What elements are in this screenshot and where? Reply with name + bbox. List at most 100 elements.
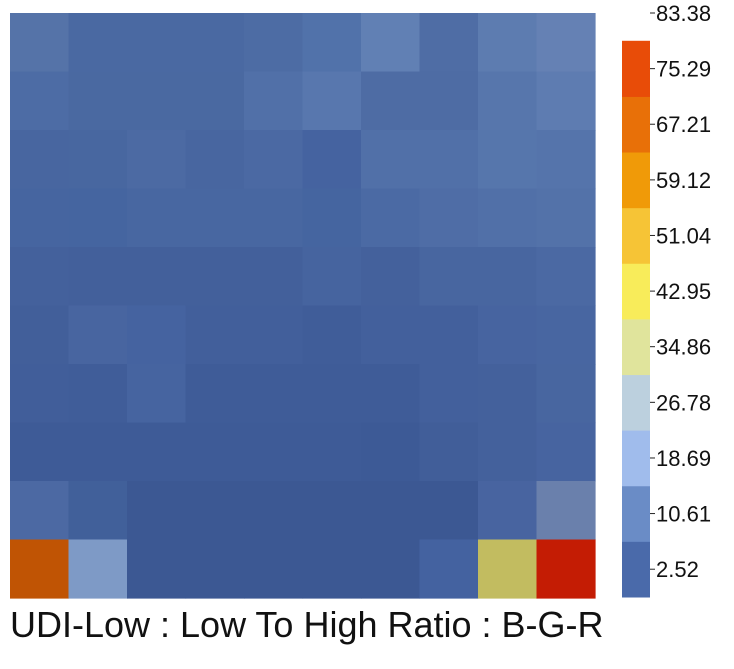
heatmap-cell-r5-c2 bbox=[68, 247, 128, 307]
colorbar-tick-label: 26.78 bbox=[656, 390, 711, 415]
colorbar-tick-label: 83.38 bbox=[656, 1, 711, 26]
heatmap-cell-r5-c5 bbox=[244, 247, 304, 307]
heatmap-cell-r10-c6 bbox=[302, 539, 362, 599]
colorbar-segment-3 bbox=[622, 430, 650, 487]
heatmap-cell-r2-c8 bbox=[419, 71, 479, 131]
heatmap-cell-r10-c10 bbox=[536, 539, 596, 599]
heatmap-cell-r9-c3 bbox=[127, 481, 187, 541]
colorbar-segment-6 bbox=[622, 263, 650, 320]
heatmap-cell-r4-c7 bbox=[361, 188, 421, 248]
heatmap-cell-r1-c7 bbox=[361, 13, 421, 73]
colorbar-segment-4 bbox=[622, 374, 650, 431]
colorbar-tick-label: 18.69 bbox=[656, 446, 711, 471]
heatmap-cell-r4-c3 bbox=[127, 188, 187, 248]
heatmap-cell-r1-c6 bbox=[302, 13, 362, 73]
heatmap-cell-r8-c6 bbox=[302, 422, 362, 482]
heatmap-cell-r3-c9 bbox=[478, 130, 538, 190]
heatmap-cell-r8-c4 bbox=[185, 422, 245, 482]
heatmap-cell-r7-c9 bbox=[478, 364, 538, 424]
colorbar-tick-label: 51.04 bbox=[656, 223, 711, 248]
heatmap-cell-r9-c10 bbox=[536, 481, 596, 541]
heatmap-cell-r10-c4 bbox=[185, 539, 245, 599]
heatmap-cell-r4-c5 bbox=[244, 188, 304, 248]
heatmap-cell-r2-c9 bbox=[478, 71, 538, 131]
heatmap-cell-r1-c8 bbox=[419, 13, 479, 73]
heatmap-cell-r2-c4 bbox=[185, 71, 245, 131]
heatmap-cell-r5-c6 bbox=[302, 247, 362, 307]
heatmap-cell-r9-c8 bbox=[419, 481, 479, 541]
heatmap-cell-r6-c7 bbox=[361, 305, 421, 365]
heatmap-cell-r1-c1 bbox=[10, 13, 70, 73]
heatmap-cell-r6-c3 bbox=[127, 305, 187, 365]
heatmap-cell-r6-c10 bbox=[536, 305, 596, 365]
heatmap-cell-r7-c5 bbox=[244, 364, 304, 424]
heatmap-cell-r8-c9 bbox=[478, 422, 538, 482]
heatmap-cell-r3-c1 bbox=[10, 130, 70, 190]
heatmap-cell-r2-c1 bbox=[10, 71, 70, 131]
heatmap-cell-r1-c3 bbox=[127, 13, 187, 73]
heatmap-cell-r5-c4 bbox=[185, 247, 245, 307]
colorbar-tick-label: 59.12 bbox=[656, 168, 711, 193]
colorbar-segment-9 bbox=[622, 96, 650, 153]
heatmap-cell-r4-c6 bbox=[302, 188, 362, 248]
heatmap-cell-r7-c1 bbox=[10, 364, 70, 424]
heatmap-cell-r6-c4 bbox=[185, 305, 245, 365]
heatmap-cell-r10-c2 bbox=[68, 539, 128, 599]
heatmap-cell-r6-c1 bbox=[10, 305, 70, 365]
heatmap-cell-r7-c7 bbox=[361, 364, 421, 424]
heatmap-cell-r8-c7 bbox=[361, 422, 421, 482]
heatmap-cell-r1-c9 bbox=[478, 13, 538, 73]
heatmap-cell-r6-c2 bbox=[68, 305, 128, 365]
heatmap-cell-r8-c5 bbox=[244, 422, 304, 482]
heatmap-cell-r8-c3 bbox=[127, 422, 187, 482]
heatmap-cell-r1-c4 bbox=[185, 13, 245, 73]
heatmap-cell-r10-c3 bbox=[127, 539, 187, 599]
colorbar-tick-label: 67.21 bbox=[656, 112, 711, 137]
heatmap-cell-r6-c9 bbox=[478, 305, 538, 365]
heatmap-cell-r2-c10 bbox=[536, 71, 596, 131]
heatmap-cell-r10-c5 bbox=[244, 539, 304, 599]
heatmap-cell-r8-c2 bbox=[68, 422, 128, 482]
heatmap-cell-r1-c2 bbox=[68, 13, 128, 73]
heatmap-cell-r4-c2 bbox=[68, 188, 128, 248]
colorbar: 2.52 10.61 18.69 26.78 34.86 42.95 51.04 59.12 6… bbox=[622, 1, 711, 598]
heatmap-cell-r10-c8 bbox=[419, 539, 479, 599]
colorbar-tick-label: 10.61 bbox=[656, 502, 711, 527]
heatmap-cell-r10-c1 bbox=[10, 539, 70, 599]
heatmap-cell-r2-c2 bbox=[68, 71, 128, 131]
heatmap-cell-r4-c9 bbox=[478, 188, 538, 248]
heatmap-cell-r9-c1 bbox=[10, 481, 70, 541]
heatmap-cell-r7-c10 bbox=[536, 364, 596, 424]
heatmap-cell-r8-c1 bbox=[10, 422, 70, 482]
heatmap-cell-r4-c4 bbox=[185, 188, 245, 248]
heatmap-cell-r3-c8 bbox=[419, 130, 479, 190]
heatmap-cell-r3-c2 bbox=[68, 130, 128, 190]
heatmap-cell-r5-c3 bbox=[127, 247, 187, 307]
heatmap-cell-r6-c8 bbox=[419, 305, 479, 365]
heatmap-cell-r3-c3 bbox=[127, 130, 187, 190]
colorbar-segment-1 bbox=[622, 541, 650, 598]
heatmap-cell-r3-c6 bbox=[302, 130, 362, 190]
heatmap-cell-r5-c10 bbox=[536, 247, 596, 307]
heatmap-cell-r5-c7 bbox=[361, 247, 421, 307]
heatmap-cell-r4-c1 bbox=[10, 188, 70, 248]
heatmap-cell-r9-c5 bbox=[244, 481, 304, 541]
heatmap-cell-r3-c4 bbox=[185, 130, 245, 190]
colorbar-segment-5 bbox=[622, 318, 650, 376]
heatmap-cell-r5-c1 bbox=[10, 247, 70, 307]
colorbar-segment-7 bbox=[622, 207, 650, 264]
heatmap-cell-r9-c4 bbox=[185, 481, 245, 541]
heatmap-cell-r5-c9 bbox=[478, 247, 538, 307]
heatmap-cell-r10-c9 bbox=[478, 539, 538, 599]
colorbar-tick-label: 75.29 bbox=[656, 57, 711, 82]
heatmap-cell-r3-c10 bbox=[536, 130, 596, 190]
heatmap-cell-r7-c3 bbox=[127, 364, 187, 424]
heatmap-cell-r7-c6 bbox=[302, 364, 362, 424]
heatmap-cell-r9-c6 bbox=[302, 481, 362, 541]
heatmap-grid bbox=[10, 13, 596, 599]
heatmap-cell-r5-c8 bbox=[419, 247, 479, 307]
heatmap-cell-r4-c10 bbox=[536, 188, 596, 248]
heatmap-cell-r3-c5 bbox=[244, 130, 304, 190]
heatmap-cell-r3-c7 bbox=[361, 130, 421, 190]
